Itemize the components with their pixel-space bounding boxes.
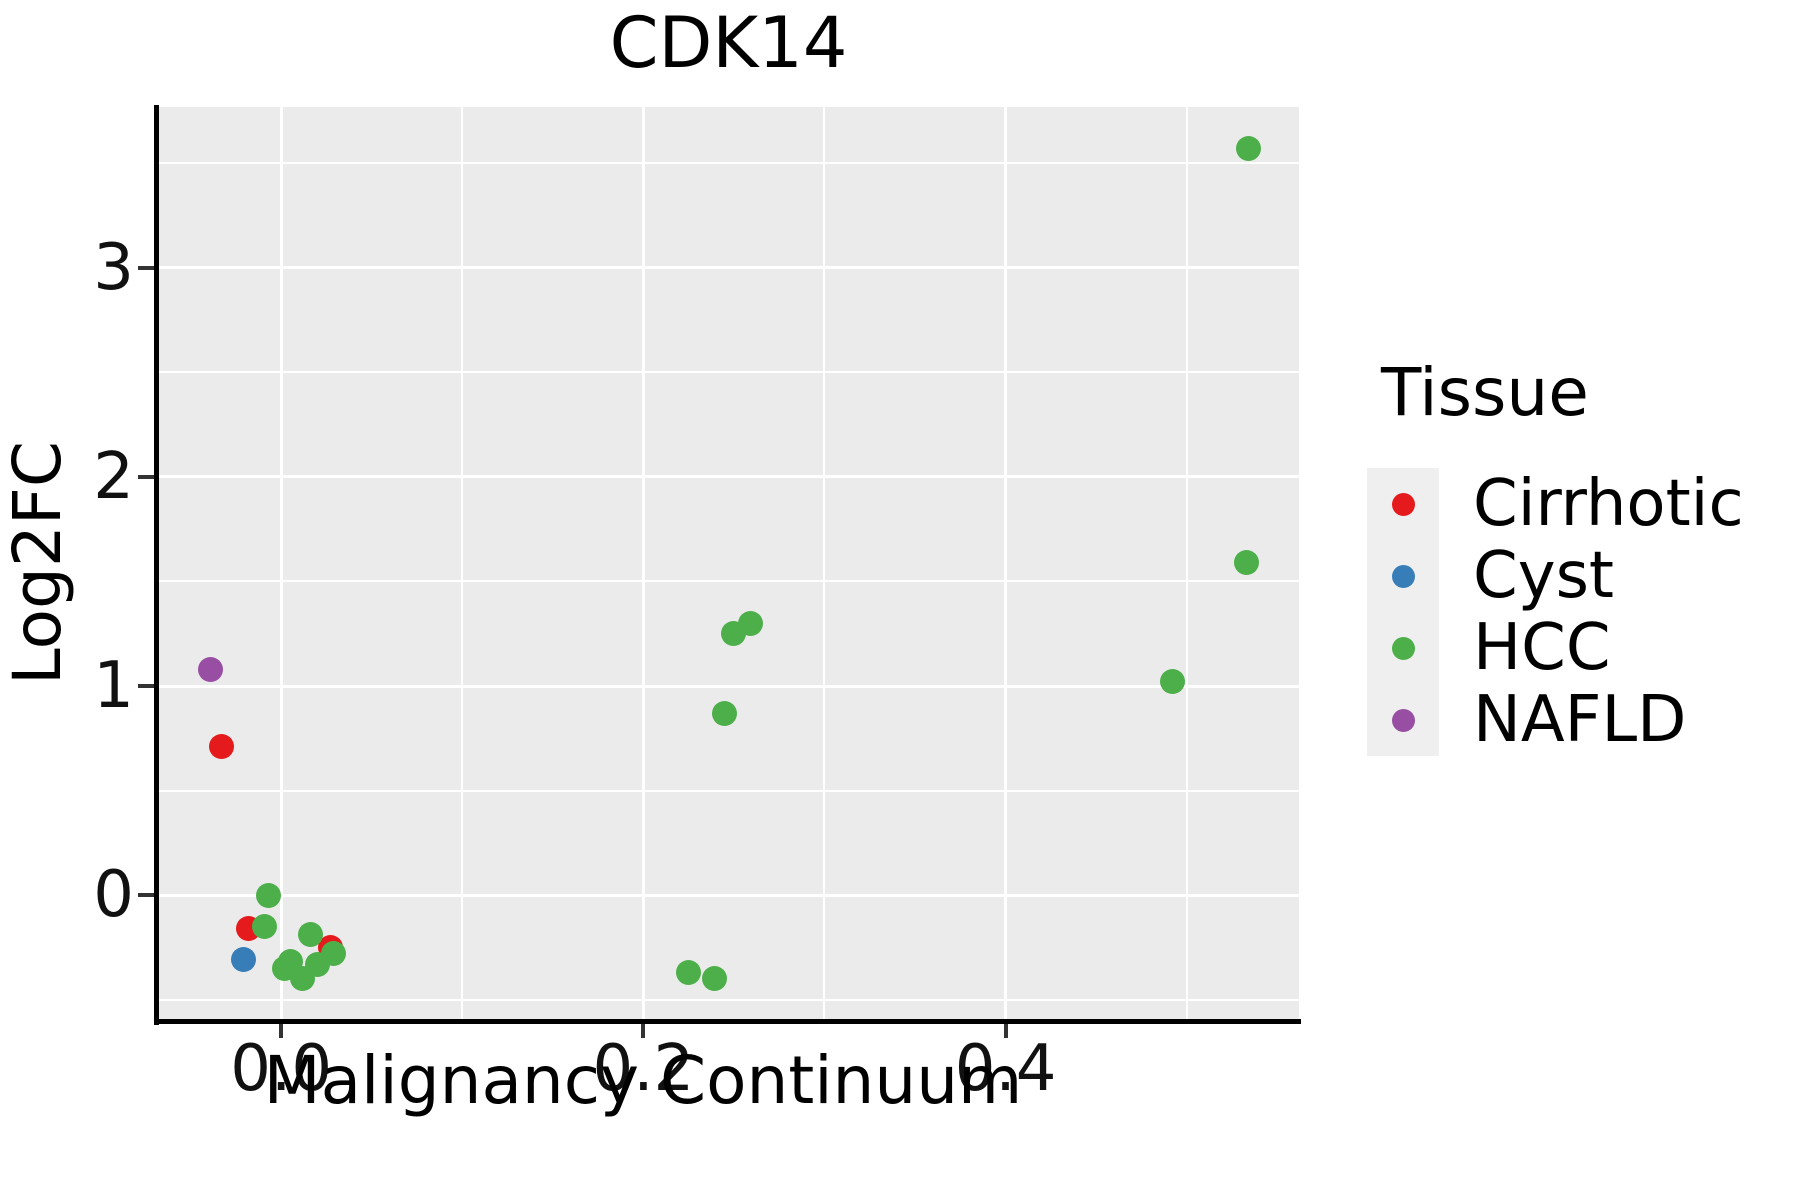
data-point-hcc — [1235, 136, 1261, 162]
legend-label: HCC — [1473, 611, 1611, 685]
x-tick — [279, 1024, 284, 1038]
y-tick — [138, 474, 154, 479]
legend-label: Cyst — [1473, 539, 1614, 613]
minor-gridline-y — [158, 580, 1299, 583]
data-point-hcc — [304, 951, 330, 977]
data-point-hcc — [737, 610, 763, 636]
y-tick-label: 3 — [93, 230, 134, 305]
data-point-hcc — [272, 955, 298, 981]
legend-key — [1367, 684, 1439, 756]
minor-gridline-y — [158, 789, 1299, 792]
data-point-hcc — [1159, 669, 1185, 695]
legend-swatch-hcc — [1392, 637, 1415, 660]
major-gridline-x — [641, 107, 645, 1019]
data-point-hcc — [1233, 550, 1259, 576]
y-tick-label: 2 — [93, 439, 134, 514]
x-axis-label: Malignancy Continuum — [263, 1042, 1023, 1119]
legend-key — [1367, 612, 1439, 684]
plot-panel — [158, 107, 1299, 1019]
x-tick-label: 0.0 — [230, 1032, 333, 1106]
x-tick — [1003, 1024, 1008, 1038]
legend-key — [1367, 540, 1439, 612]
data-point-cirrhotic — [208, 734, 234, 760]
minor-gridline-x — [1185, 107, 1188, 1019]
legend-key — [1367, 468, 1439, 540]
y-tick — [138, 893, 154, 898]
legend-swatch-nafld — [1392, 709, 1415, 732]
y-axis-line — [154, 105, 159, 1025]
minor-gridline-x — [823, 107, 826, 1019]
data-point-hcc — [255, 882, 281, 908]
minor-gridline-y — [158, 162, 1299, 165]
y-tick-label: 1 — [93, 649, 134, 723]
data-point-nafld — [198, 656, 224, 682]
data-point-hcc — [676, 959, 702, 985]
legend-label: NAFLD — [1473, 683, 1687, 757]
legend-title: Tissue — [1381, 354, 1589, 431]
y-tick — [138, 684, 154, 688]
x-tick-label: 0.2 — [592, 1032, 695, 1106]
legend-label: Cirrhotic — [1473, 467, 1744, 541]
plot-title: CDK14 — [609, 2, 848, 84]
x-tick — [641, 1024, 646, 1038]
y-tick — [138, 265, 154, 270]
major-gridline-x — [279, 107, 283, 1019]
x-axis-line — [154, 1019, 1301, 1024]
x-tick-label: 0.4 — [954, 1032, 1057, 1106]
data-point-hcc — [712, 700, 738, 726]
major-gridline-y — [158, 893, 1299, 897]
legend-swatch-cirrhotic — [1392, 493, 1415, 516]
minor-gridline-y — [158, 371, 1299, 374]
minor-gridline-x — [461, 107, 464, 1019]
major-gridline-y — [158, 266, 1299, 270]
y-tick-label: 0 — [93, 858, 134, 933]
data-point-hcc — [701, 966, 727, 992]
data-point-cyst — [230, 947, 256, 973]
legend-swatch-cyst — [1392, 565, 1415, 588]
minor-gridline-y — [158, 998, 1299, 1001]
data-point-hcc — [297, 922, 323, 948]
major-gridline-y — [158, 475, 1299, 479]
data-point-hcc — [252, 913, 278, 939]
major-gridline-y — [158, 684, 1299, 688]
major-gridline-x — [1004, 107, 1008, 1019]
